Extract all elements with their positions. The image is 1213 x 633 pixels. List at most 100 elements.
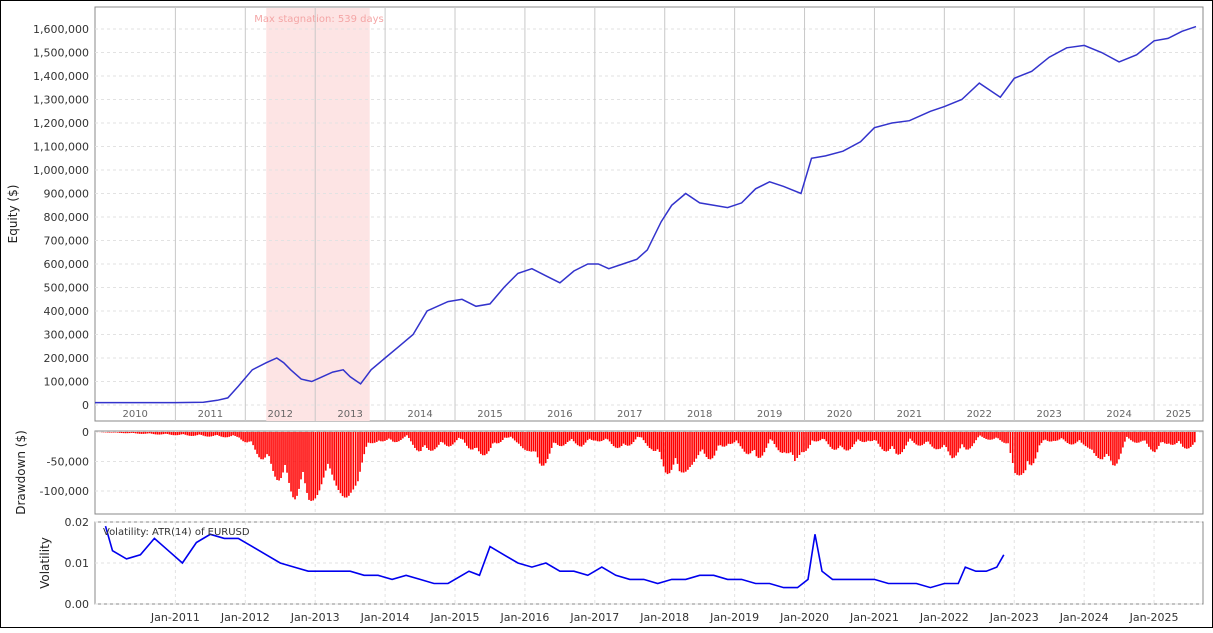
drawdown-bar <box>1059 432 1061 439</box>
drawdown-bar <box>599 432 601 441</box>
drawdown-bar <box>899 432 901 454</box>
drawdown-bar <box>363 432 365 454</box>
drawdown-bar <box>428 432 430 450</box>
drawdown-bar <box>129 432 131 433</box>
drawdown-bar <box>187 432 189 435</box>
drawdown-bar <box>957 432 959 452</box>
drawdown-bar <box>408 432 410 438</box>
drawdown-bar <box>989 432 991 440</box>
drawdown-bar <box>266 432 268 454</box>
drawdown-bar <box>1014 432 1016 473</box>
drawdown-bar <box>414 432 416 448</box>
drawdown-bar <box>853 432 855 444</box>
drawdown-bar <box>121 432 123 433</box>
drawdown-bar <box>601 432 603 441</box>
drawdown-bar <box>1188 432 1190 448</box>
drawdown-bar <box>818 432 820 441</box>
drawdown-bar <box>784 432 786 452</box>
drawdown-bar <box>202 432 204 436</box>
drawdown-bar <box>504 432 506 438</box>
drawdown-bar <box>770 432 772 439</box>
drawdown-bar <box>720 432 722 445</box>
drawdown-bar <box>760 432 762 458</box>
drawdown-bar <box>881 432 883 449</box>
drawdown-bar <box>244 432 246 442</box>
drawdown-bar <box>508 432 510 437</box>
drawdown-bar <box>1031 432 1033 465</box>
drawdown-bar <box>1138 432 1140 443</box>
drawdown-bar <box>368 432 370 443</box>
volatility-title: Volatility: ATR(14) of EURUSD <box>103 527 250 538</box>
drawdown-bar <box>541 432 543 466</box>
drawdown-bar <box>814 432 816 441</box>
drawdown-bar <box>935 432 937 449</box>
drawdown-bar <box>321 432 323 484</box>
drawdown-bar <box>987 432 989 440</box>
drawdown-bar <box>655 432 657 451</box>
drawdown-bar <box>1079 432 1081 440</box>
drawdown-bar <box>288 432 290 483</box>
drawdown-bar <box>609 432 611 441</box>
year-label: 2021 <box>897 409 922 420</box>
drawdown-bar <box>796 432 798 458</box>
drawdown-bar <box>1039 432 1041 445</box>
drawdown-bar <box>1168 432 1170 444</box>
drawdown-bar <box>317 432 319 495</box>
drawdown-bar <box>625 432 627 445</box>
drawdown-bar <box>712 432 714 458</box>
drawdown-bar <box>619 432 621 448</box>
drawdown-bar <box>843 432 845 449</box>
drawdown-bar <box>418 432 420 451</box>
drawdown-bar <box>716 432 718 451</box>
drawdown-bar <box>780 432 782 452</box>
drawdown-bar <box>615 432 617 448</box>
drawdown-bar <box>290 432 292 492</box>
drawdown-bar <box>805 432 807 451</box>
drawdown-bar <box>181 432 183 434</box>
drawdown-bar <box>518 432 520 444</box>
year-label: 2018 <box>687 409 712 420</box>
drawdown-bar <box>547 432 549 459</box>
drawdown-bar <box>454 432 456 442</box>
drawdown-bar <box>109 432 111 433</box>
drawdown-bar <box>889 432 891 449</box>
drawdown-bar <box>965 432 967 450</box>
year-label: 2011 <box>198 409 223 420</box>
drawdown-bar <box>145 432 147 434</box>
year-label: 2017 <box>617 409 642 420</box>
drawdown-bar <box>685 432 687 472</box>
drawdown-bar <box>873 432 875 440</box>
drawdown-bar <box>278 432 280 481</box>
drawdown-bar <box>133 432 135 433</box>
drawdown-bar <box>216 432 218 435</box>
year-label: 2015 <box>477 409 502 420</box>
drawdown-bar <box>744 432 746 452</box>
drawdown-bar <box>917 432 919 445</box>
drawdown-bar <box>304 432 306 483</box>
drawdown-bar <box>973 432 975 443</box>
drawdown-bar <box>1097 432 1099 458</box>
drawdown-bar <box>581 432 583 447</box>
drawdown-bar <box>722 432 724 447</box>
drawdown-bar <box>333 432 335 480</box>
drawdown-bar <box>346 432 348 497</box>
y-tick-label: 0.01 <box>65 557 90 570</box>
drawdown-bar <box>571 432 573 439</box>
drawdown-bar <box>1095 432 1097 456</box>
year-label: 2014 <box>407 409 432 420</box>
drawdown-bar <box>1089 432 1091 449</box>
drawdown-bar <box>665 432 667 473</box>
drawdown-bar <box>748 432 750 454</box>
drawdown-bar <box>708 432 710 459</box>
x-tick-label: Jan-2014 <box>360 611 410 624</box>
drawdown-bar <box>141 432 143 434</box>
drawdown-bar <box>714 432 716 456</box>
drawdown-bar <box>355 432 357 486</box>
drawdown-bar <box>348 432 350 496</box>
drawdown-bar <box>623 432 625 444</box>
drawdown-bar <box>468 432 470 448</box>
x-tick-label: Jan-2019 <box>709 611 759 624</box>
drawdown-bar <box>621 432 623 446</box>
drawdown-bar <box>1047 432 1049 441</box>
drawdown-bar <box>498 432 500 443</box>
